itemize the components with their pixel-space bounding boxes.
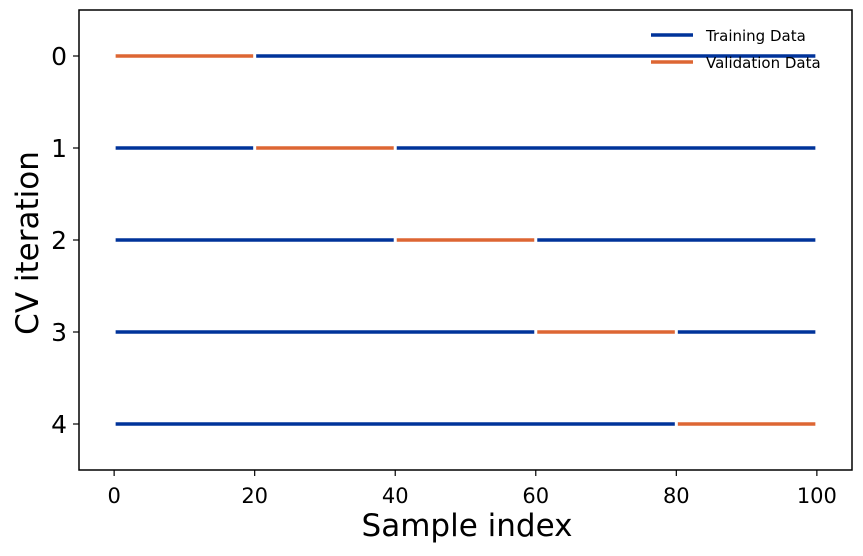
legend-label-training: Training Data <box>705 27 806 45</box>
x-axis-label: Sample index <box>362 508 573 544</box>
x-tick-label: 40 <box>382 484 409 508</box>
legend: Training Data Validation Data <box>651 27 821 72</box>
y-tick-label: 4 <box>51 410 67 439</box>
y-tick-label: 0 <box>51 42 67 71</box>
y-ticks: 0 1 2 3 4 <box>51 42 79 439</box>
x-tick-label: 80 <box>663 484 690 508</box>
x-ticks: 0 20 40 60 80 100 <box>107 470 837 508</box>
y-tick-label: 1 <box>51 134 67 163</box>
y-tick-label: 3 <box>51 318 67 347</box>
y-tick-label: 2 <box>51 226 67 255</box>
x-tick-label: 0 <box>107 484 120 508</box>
segments-layer <box>115 54 816 426</box>
x-tick-label: 100 <box>797 484 837 508</box>
x-tick-label: 20 <box>241 484 268 508</box>
x-tick-label: 60 <box>522 484 549 508</box>
legend-label-validation: Validation Data <box>706 54 821 72</box>
y-axis-label: CV iteration <box>10 151 46 335</box>
